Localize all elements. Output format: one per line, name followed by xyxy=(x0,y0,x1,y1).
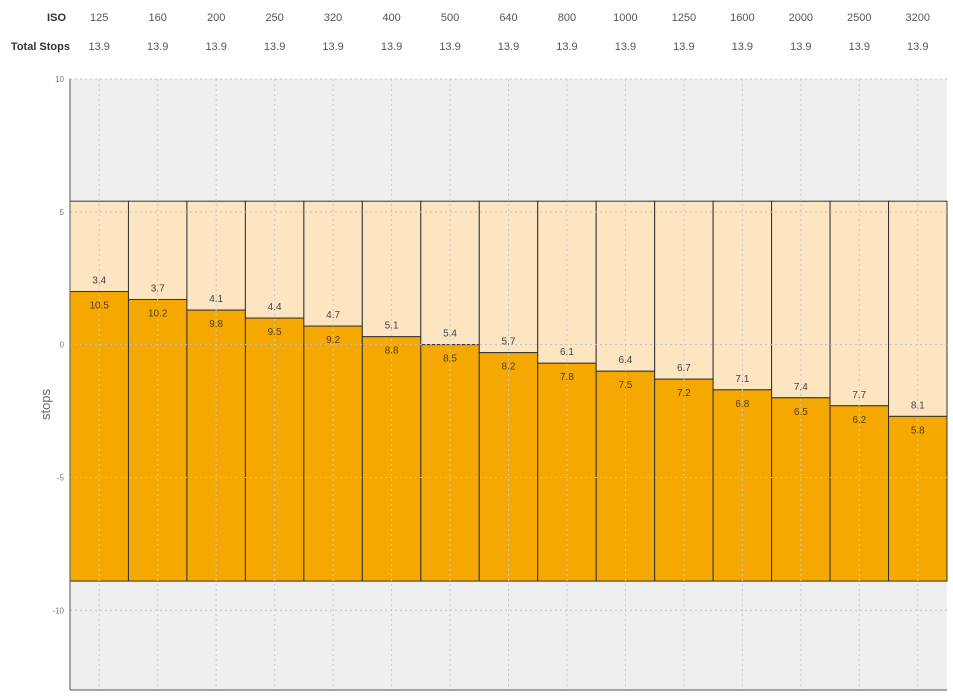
value-label-upper: 6.7 xyxy=(677,363,691,374)
iso-value: 800 xyxy=(557,12,577,24)
total-stops-value: 13.9 xyxy=(88,41,110,53)
value-label-upper: 7.4 xyxy=(794,382,808,393)
bar-upper xyxy=(420,200,480,346)
total-stops-value: 13.9 xyxy=(673,41,695,53)
value-label-upper: 4.4 xyxy=(268,302,282,313)
bar-lower xyxy=(478,352,539,582)
bar-upper xyxy=(537,200,597,364)
iso-value: 500 xyxy=(440,12,460,24)
total-stops-value: 13.9 xyxy=(790,41,812,53)
total-stops-label: Total Stops xyxy=(10,41,70,53)
y-tick-label: 5 xyxy=(60,208,65,217)
value-label-upper: 5.7 xyxy=(502,337,516,348)
total-stops-value: 13.9 xyxy=(146,41,169,53)
value-label-lower: 10.5 xyxy=(89,301,109,312)
value-label-upper: 7.1 xyxy=(735,374,749,385)
iso-header: ISO Total Stops 125 160 200 250 320 400 500 640… xyxy=(0,0,953,70)
value-label-lower: 6.8 xyxy=(735,399,749,410)
value-label-upper: 7.7 xyxy=(852,390,866,401)
value-label-lower: 8.8 xyxy=(385,346,399,357)
total-stops-value: 13.9 xyxy=(907,41,929,53)
value-label-upper: 3.7 xyxy=(151,283,165,294)
iso-value: 1600 xyxy=(730,12,755,24)
value-label-lower: 7.8 xyxy=(560,372,574,383)
value-label-lower: 8.5 xyxy=(443,354,457,365)
iso-value: 400 xyxy=(382,12,401,24)
y-axis-title: stops xyxy=(38,388,53,420)
iso-value: 3200 xyxy=(905,12,930,24)
total-stops-value: 13.9 xyxy=(263,41,286,53)
y-tick-label: -10 xyxy=(52,606,64,615)
value-label-upper: 8.1 xyxy=(911,400,925,411)
total-stops-value: 13.9 xyxy=(439,41,461,53)
iso-value: 320 xyxy=(323,12,343,24)
total-stops-value: 13.9 xyxy=(380,41,403,53)
total-stops-value: 13.9 xyxy=(322,41,344,53)
value-label-upper: 6.1 xyxy=(560,347,574,358)
iso-value: 250 xyxy=(265,12,284,24)
value-label-lower: 9.5 xyxy=(268,327,282,338)
total-stops-value: 13.9 xyxy=(614,41,637,53)
bar-upper xyxy=(361,200,422,338)
iso-label: ISO xyxy=(47,12,66,24)
value-label-upper: 4.1 xyxy=(209,294,223,305)
value-label-lower: 8.2 xyxy=(502,362,516,373)
value-label-lower: 10.2 xyxy=(148,308,168,319)
value-label-upper: 5.4 xyxy=(443,329,457,340)
iso-value: 2500 xyxy=(847,12,872,24)
value-label-lower: 9.8 xyxy=(209,319,223,330)
bar-lower xyxy=(303,325,363,582)
iso-value: 2000 xyxy=(788,12,814,24)
iso-value: 160 xyxy=(148,12,167,24)
value-label-upper: 6.4 xyxy=(618,355,632,366)
value-label-lower: 6.2 xyxy=(852,415,866,426)
bar-upper xyxy=(69,200,129,293)
total-stops-value: 13.9 xyxy=(497,41,520,53)
value-label-upper: 3.4 xyxy=(92,276,106,287)
iso-value: 200 xyxy=(206,12,226,24)
total-stops-value: 13.9 xyxy=(848,41,870,53)
iso-value: 125 xyxy=(90,12,109,24)
value-label-lower: 9.2 xyxy=(326,335,340,346)
value-label-upper: 5.1 xyxy=(385,321,399,332)
y-tick-label: 10 xyxy=(55,75,64,84)
value-label-lower: 7.2 xyxy=(677,388,691,399)
total-stops-value: 13.9 xyxy=(556,41,578,53)
value-label-lower: 5.8 xyxy=(911,425,925,436)
value-label-lower: 6.5 xyxy=(794,407,808,418)
y-tick-label: -5 xyxy=(57,473,65,482)
iso-value: 640 xyxy=(499,12,518,24)
value-label-upper: 4.7 xyxy=(326,310,340,321)
total-stops-value: 13.9 xyxy=(205,41,227,53)
value-label-lower: 7.5 xyxy=(618,380,632,391)
total-stops-value: 13.9 xyxy=(731,41,754,53)
iso-value: 1250 xyxy=(671,12,697,24)
iso-value: 1000 xyxy=(613,12,638,24)
y-tick-label: 0 xyxy=(60,341,65,350)
bar-lower xyxy=(888,415,948,582)
